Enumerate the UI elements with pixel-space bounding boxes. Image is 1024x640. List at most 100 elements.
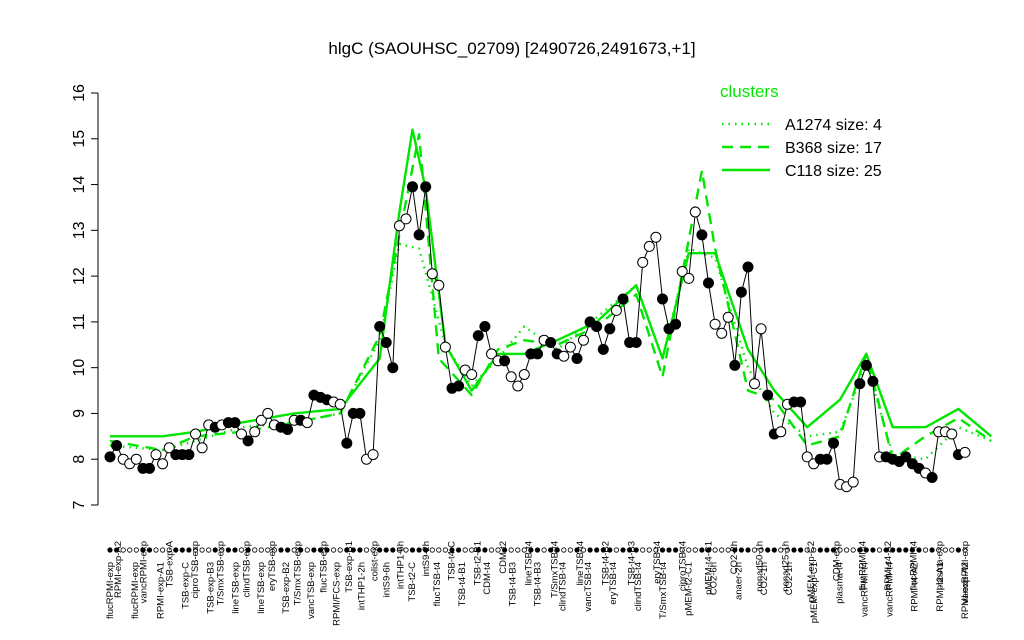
data-point	[821, 453, 833, 465]
legend-title: clusters	[720, 82, 779, 101]
rug-mark	[350, 547, 356, 553]
data-point	[709, 318, 721, 330]
x-tick-label: RPMI-t2-A1	[935, 562, 946, 612]
rug-mark	[501, 547, 508, 553]
rug-mark	[732, 547, 738, 553]
x-tick-label: flucRPMI-t4	[857, 541, 868, 591]
rug-mark	[725, 547, 731, 553]
rug-mark	[298, 547, 304, 553]
x-tick-label: intS9-6h	[382, 562, 393, 597]
x-tick-label: eryTSB-t4	[608, 562, 619, 605]
series-line-dashed	[109, 132, 992, 461]
x-tick-label: ciproTSB-exp	[190, 541, 201, 599]
x-tick-label: flucRPMI-exp	[105, 562, 116, 619]
rug-mark	[219, 547, 225, 553]
rug-mark	[160, 547, 166, 553]
x-tick-label: TSB-t4-B3	[626, 541, 637, 585]
rug-layer	[107, 547, 968, 553]
rug-mark	[107, 547, 113, 553]
x-tick-label: RPMI-exp-A1	[155, 562, 166, 619]
x-tick-label: flucTSB-exp	[318, 541, 329, 593]
rug-mark	[955, 547, 962, 553]
x-tick-label: TSB-exp-B2	[281, 562, 292, 614]
y-tick-label: 7	[71, 500, 88, 509]
rug-mark	[797, 547, 804, 553]
x-tick-label: colist-exp	[370, 541, 381, 581]
rug-mark	[377, 547, 383, 553]
rug-mark	[488, 547, 495, 553]
data-point	[689, 206, 701, 218]
rug-mark	[824, 547, 830, 553]
x-tick-label: RPMI-exp-A2	[960, 562, 971, 619]
x-tick-label: vancRPMI-exp	[139, 541, 150, 603]
rug-mark	[870, 547, 876, 553]
data-point	[301, 417, 313, 429]
data-point	[426, 268, 438, 280]
rug-mark	[765, 547, 771, 553]
rug-mark	[817, 547, 823, 553]
data-point	[617, 293, 629, 305]
data-point	[190, 428, 201, 440]
x-tick-label: TSB-exp-B1	[344, 541, 355, 593]
rug-mark	[686, 547, 692, 553]
rug-mark	[857, 547, 863, 553]
x-tick-label: nonad50-1h	[755, 541, 766, 592]
rug-mark	[699, 547, 705, 553]
y-tick-label: 10	[71, 359, 88, 377]
data-point	[578, 334, 589, 346]
rug-mark	[153, 547, 159, 553]
rug-mark	[837, 547, 843, 553]
rug-mark	[317, 547, 324, 553]
rug-mark	[206, 547, 212, 553]
rug-mark	[258, 547, 264, 553]
rug-mark	[613, 547, 620, 553]
x-tick-label: RPMI-t4-A2	[910, 562, 921, 612]
data-point	[249, 426, 261, 438]
rug-mark	[666, 547, 672, 553]
data-point	[795, 396, 807, 408]
rug-mark	[133, 547, 139, 553]
x-tick-label: flucRPMI-exp	[130, 562, 141, 619]
data-point	[630, 337, 642, 348]
rug-mark	[370, 547, 376, 553]
rug-mark	[140, 547, 146, 553]
rug-mark	[587, 547, 593, 553]
data-point	[610, 304, 622, 316]
rug-mark	[548, 547, 554, 553]
x-tick-label: intS9-2h	[421, 541, 432, 576]
x-tick-label: TSB-t4-B1	[457, 562, 468, 606]
rug-mark	[409, 547, 416, 553]
x-tick-label: vancTSB-t4	[583, 562, 594, 612]
x-tick-label: CO2-1h	[759, 562, 770, 595]
data-point	[860, 359, 872, 371]
rug-mark	[876, 547, 883, 553]
x-tick-label: CDM-t2	[498, 541, 509, 574]
y-tick-label: 14	[71, 176, 88, 194]
x-tick-label: eryTSB-t4	[652, 541, 663, 584]
rug-mark	[784, 547, 791, 553]
x-tick-label: TSB-t2-B1	[472, 541, 483, 585]
rug-mark	[390, 547, 396, 553]
rug-mark	[173, 547, 179, 553]
y-tick-label: 12	[71, 267, 88, 285]
x-tick-label: pMEM-t2-C1	[683, 562, 694, 616]
rug-mark	[692, 547, 698, 553]
data-point	[163, 442, 175, 454]
rug-mark	[751, 547, 758, 553]
x-tick-label: TSB-exp-B3	[206, 562, 217, 614]
y-tick-label: 16	[71, 84, 88, 102]
rug-mark	[620, 547, 626, 553]
rug-mark	[778, 547, 784, 553]
rug-mark	[396, 547, 402, 553]
rug-mark	[916, 547, 922, 553]
data-point	[518, 369, 530, 380]
x-tick-label: TSB-exp-C	[180, 562, 191, 609]
rug-mark	[265, 547, 271, 553]
rug-mark	[771, 547, 777, 553]
data-point	[847, 476, 859, 488]
y-tick-label: 11	[71, 313, 88, 330]
rug-mark	[344, 547, 350, 553]
x-tick-label: RPMI-t4-A2	[883, 541, 894, 591]
rug-mark	[909, 547, 916, 553]
data-point	[420, 181, 432, 193]
